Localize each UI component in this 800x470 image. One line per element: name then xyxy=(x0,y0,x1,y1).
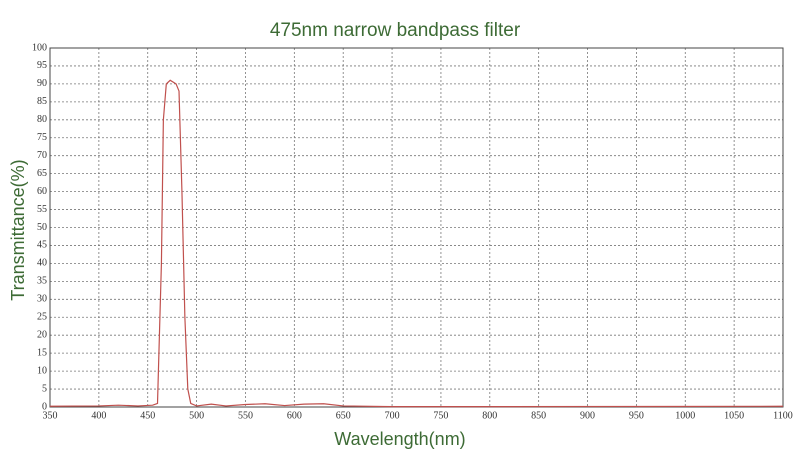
y-axis-label: Transmittance(%) xyxy=(8,159,28,300)
x-tick-label: 900 xyxy=(580,410,595,421)
y-tick-label: 100 xyxy=(32,42,47,53)
y-tick-label: 55 xyxy=(37,204,47,215)
x-tick-label: 1050 xyxy=(724,410,744,421)
y-tick-label: 90 xyxy=(37,78,47,89)
data-line xyxy=(49,79,784,408)
y-tick-label: 15 xyxy=(37,347,47,358)
y-tick-label: 75 xyxy=(37,132,47,143)
y-tick-label: 45 xyxy=(37,240,47,251)
y-tick-label: 80 xyxy=(37,114,47,125)
x-tick-label: 550 xyxy=(238,410,253,421)
x-tick-label: 600 xyxy=(287,410,302,421)
y-tick-label: 10 xyxy=(37,365,47,376)
x-tick-label: 350 xyxy=(43,410,58,421)
y-tick-label: 70 xyxy=(37,150,47,161)
y-tick-label: 30 xyxy=(37,294,47,305)
y-tick-label: 0 xyxy=(42,401,47,412)
y-tick-label: 25 xyxy=(37,312,47,323)
x-tick-label: 850 xyxy=(531,410,546,421)
y-tick-label: 95 xyxy=(37,60,47,71)
x-tick-label: 1000 xyxy=(675,410,695,421)
x-axis-label: Wavelength(nm) xyxy=(334,429,465,449)
y-tick-label: 50 xyxy=(37,222,47,233)
x-tick-label: 750 xyxy=(433,410,448,421)
y-tick-label: 20 xyxy=(37,329,47,340)
y-tick-label: 65 xyxy=(37,168,47,179)
chart-title: 475nm narrow bandpass filter xyxy=(270,20,521,41)
y-tick-label: 5 xyxy=(42,383,47,394)
y-tick-label: 40 xyxy=(37,258,47,269)
x-tick-label: 800 xyxy=(482,410,497,421)
y-tick-label: 85 xyxy=(37,96,47,107)
x-tick-label: 700 xyxy=(385,410,400,421)
x-tick-label: 400 xyxy=(91,410,106,421)
x-tick-label: 1100 xyxy=(773,410,793,421)
y-tick-label: 60 xyxy=(37,186,47,197)
y-tick-label: 35 xyxy=(37,276,47,287)
x-tick-label: 450 xyxy=(140,410,155,421)
x-tick-label: 650 xyxy=(336,410,351,421)
x-tick-label: 500 xyxy=(189,410,204,421)
x-tick-label: 950 xyxy=(629,410,644,421)
